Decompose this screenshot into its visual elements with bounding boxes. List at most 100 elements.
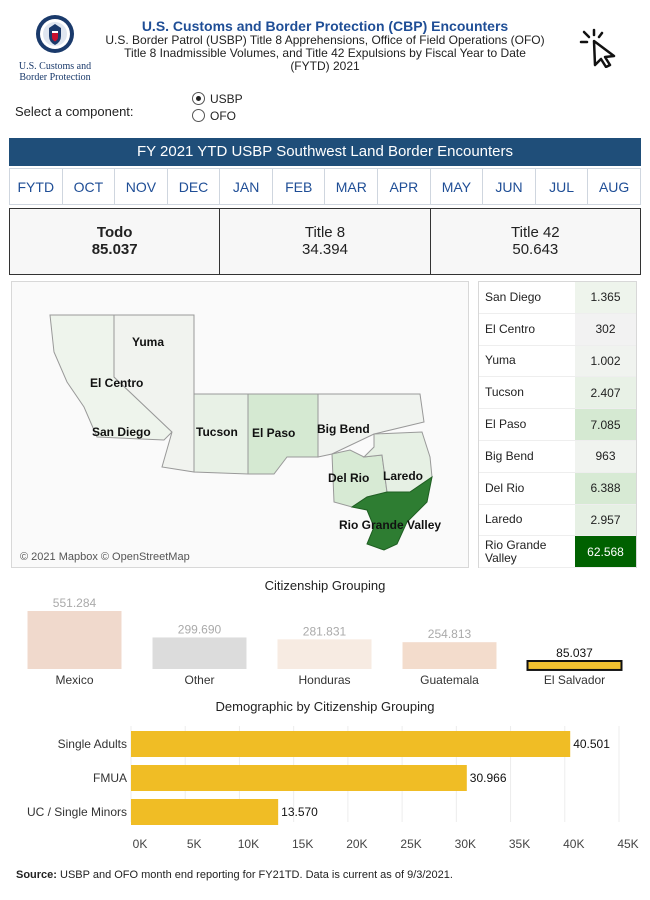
sector-row[interactable]: Del Rio 6.388: [479, 472, 636, 505]
sector-name: Del Rio: [485, 480, 525, 495]
citizenship-bar[interactable]: [277, 639, 372, 669]
summary-total[interactable]: Todo 85.037: [10, 209, 221, 274]
source-text: USBP and OFO month end reporting for FY2…: [56, 869, 453, 881]
sector-row[interactable]: Rio Grande Valley 62.568: [479, 536, 636, 569]
citizenship-bar[interactable]: [526, 660, 623, 671]
citizenship-category-label: Mexico: [55, 673, 93, 687]
demographic-value-label: 13.570: [281, 805, 318, 819]
summary-title42-label: Title 42: [511, 224, 560, 241]
radio-unselected-icon[interactable]: [192, 109, 205, 122]
x-tick-label: 10K: [238, 837, 259, 851]
citizenship-value-label: 281.831: [303, 624, 347, 638]
citizenship-category-label: El Salvador: [544, 673, 605, 687]
logo-line-2: Border Protection: [19, 72, 91, 83]
sector-row[interactable]: El Paso 7.085: [479, 409, 636, 441]
map-label-tucson: Tucson: [196, 425, 238, 439]
tab-jun[interactable]: JUN: [483, 169, 536, 204]
demographic-category-label: FMUA: [93, 771, 127, 785]
radio-ofo-label: OFO: [210, 108, 236, 123]
region-yuma[interactable]: [113, 314, 195, 473]
sector-name: Laredo: [485, 512, 523, 527]
sector-value: 6.388: [575, 472, 636, 504]
tab-fytd[interactable]: FYTD: [10, 169, 63, 204]
sector-row[interactable]: San Diego 1.365: [479, 282, 636, 314]
demographic-value-label: 30.966: [470, 771, 507, 785]
sector-name: San Diego: [485, 289, 542, 304]
source-label: Source:: [16, 869, 57, 881]
citizenship-category-label: Other: [184, 673, 214, 687]
radio-ofo[interactable]: OFO: [192, 107, 243, 124]
demographic-category-label: Single Adults: [58, 737, 127, 751]
sector-name: Big Bend: [485, 448, 534, 463]
tab-may[interactable]: MAY: [430, 169, 484, 204]
x-tick-label: 25K: [400, 837, 421, 851]
demographic-category-label: UC / Single Minors: [27, 805, 127, 819]
click-pointer-icon[interactable]: [578, 28, 622, 68]
sector-value: 7.085: [575, 409, 636, 440]
citizenship-value-label: 85.037: [556, 646, 593, 660]
section-banner: FY 2021 YTD USBP Southwest Land Border E…: [9, 138, 641, 166]
summary-title8[interactable]: Title 8 34.394: [220, 209, 431, 274]
x-tick-label: 15K: [292, 837, 313, 851]
sector-row[interactable]: Tucson 2.407: [479, 377, 636, 410]
tab-aug[interactable]: AUG: [588, 169, 640, 204]
summary-title8-value: 34.394: [302, 241, 348, 258]
citizenship-bar[interactable]: [27, 611, 122, 669]
radio-usbp-label: USBP: [210, 91, 243, 106]
summary-title42-value: 50.643: [512, 241, 559, 258]
citizenship-value-label: 299.690: [178, 622, 222, 636]
tab-jul[interactable]: JUL: [535, 169, 589, 204]
page-subtitle-2: Title 8 Inadmissible Volumes, and Title …: [124, 46, 526, 60]
tab-dec[interactable]: DEC: [167, 169, 221, 204]
citizenship-value-label: 254.813: [428, 627, 472, 641]
summary-title42[interactable]: Title 42 50.643: [430, 209, 640, 274]
page-subtitle-1: U.S. Border Patrol (USBP) Title 8 Appreh…: [105, 33, 545, 47]
sector-name: Yuma: [485, 353, 516, 368]
tab-mar[interactable]: MAR: [325, 169, 379, 204]
sector-row[interactable]: Laredo 2.957: [479, 504, 636, 537]
citizenship-chart-title: Citizenship Grouping: [264, 578, 386, 593]
demographic-chart-title: Demographic by Citizenship Grouping: [215, 699, 435, 714]
source-note: Source: USBP and OFO month end reporting…: [16, 869, 453, 881]
x-tick-label: 5K: [187, 837, 202, 851]
page-title: U.S. Customs and Border Protection (CBP)…: [141, 18, 509, 34]
tab-nov[interactable]: NOV: [115, 169, 168, 204]
component-radio-group: USBP OFO: [192, 90, 243, 124]
map-label-big-bend: Big Bend: [317, 422, 370, 436]
tab-oct[interactable]: OCT: [62, 169, 116, 204]
sector-map-svg: [49, 314, 433, 551]
sector-row[interactable]: El Centro 302: [479, 313, 636, 346]
radio-usbp[interactable]: USBP: [192, 90, 243, 107]
sector-name: El Paso: [485, 417, 527, 432]
map-label-laredo: Laredo: [383, 469, 424, 483]
sector-value: 2.957: [575, 504, 636, 536]
demographic-bar[interactable]: [131, 799, 279, 825]
sector-map[interactable]: Yuma El Centro San Diego Tucson El Paso …: [11, 281, 469, 568]
cbp-seal-icon: [36, 15, 74, 53]
citizenship-bar[interactable]: [402, 642, 497, 669]
radio-selected-icon[interactable]: [192, 92, 205, 105]
map-label-yuma: Yuma: [132, 335, 165, 349]
sector-value: 2.407: [575, 377, 636, 409]
x-tick-label: 30K: [455, 837, 476, 851]
sector-row[interactable]: Big Bend 963: [479, 440, 636, 473]
tab-jan[interactable]: JAN: [220, 169, 273, 204]
x-tick-label: 35K: [509, 837, 530, 851]
region-rio-grande-valley[interactable]: [350, 475, 433, 551]
citizenship-category-label: Honduras: [298, 673, 350, 687]
x-tick-label: 40K: [563, 837, 584, 851]
sector-value: 62.568: [575, 536, 636, 568]
tab-feb[interactable]: FEB: [272, 169, 326, 204]
sector-row[interactable]: Yuma 1.002: [479, 345, 636, 378]
demographic-bar[interactable]: [131, 765, 467, 791]
map-label-del-rio: Del Rio: [328, 471, 370, 485]
demographic-bar[interactable]: [131, 731, 571, 757]
map-label-el-paso: El Paso: [252, 426, 296, 440]
component-select-label: Select a component:: [15, 104, 134, 119]
sector-name: Rio Grande Valley: [485, 537, 547, 565]
map-credit: © 2021 Mapbox © OpenStreetMap: [20, 551, 190, 563]
tab-apr[interactable]: APR: [378, 169, 431, 204]
sector-name: Tucson: [485, 385, 524, 400]
citizenship-bar[interactable]: [152, 637, 247, 669]
summary-total-label: Todo: [96, 224, 133, 241]
